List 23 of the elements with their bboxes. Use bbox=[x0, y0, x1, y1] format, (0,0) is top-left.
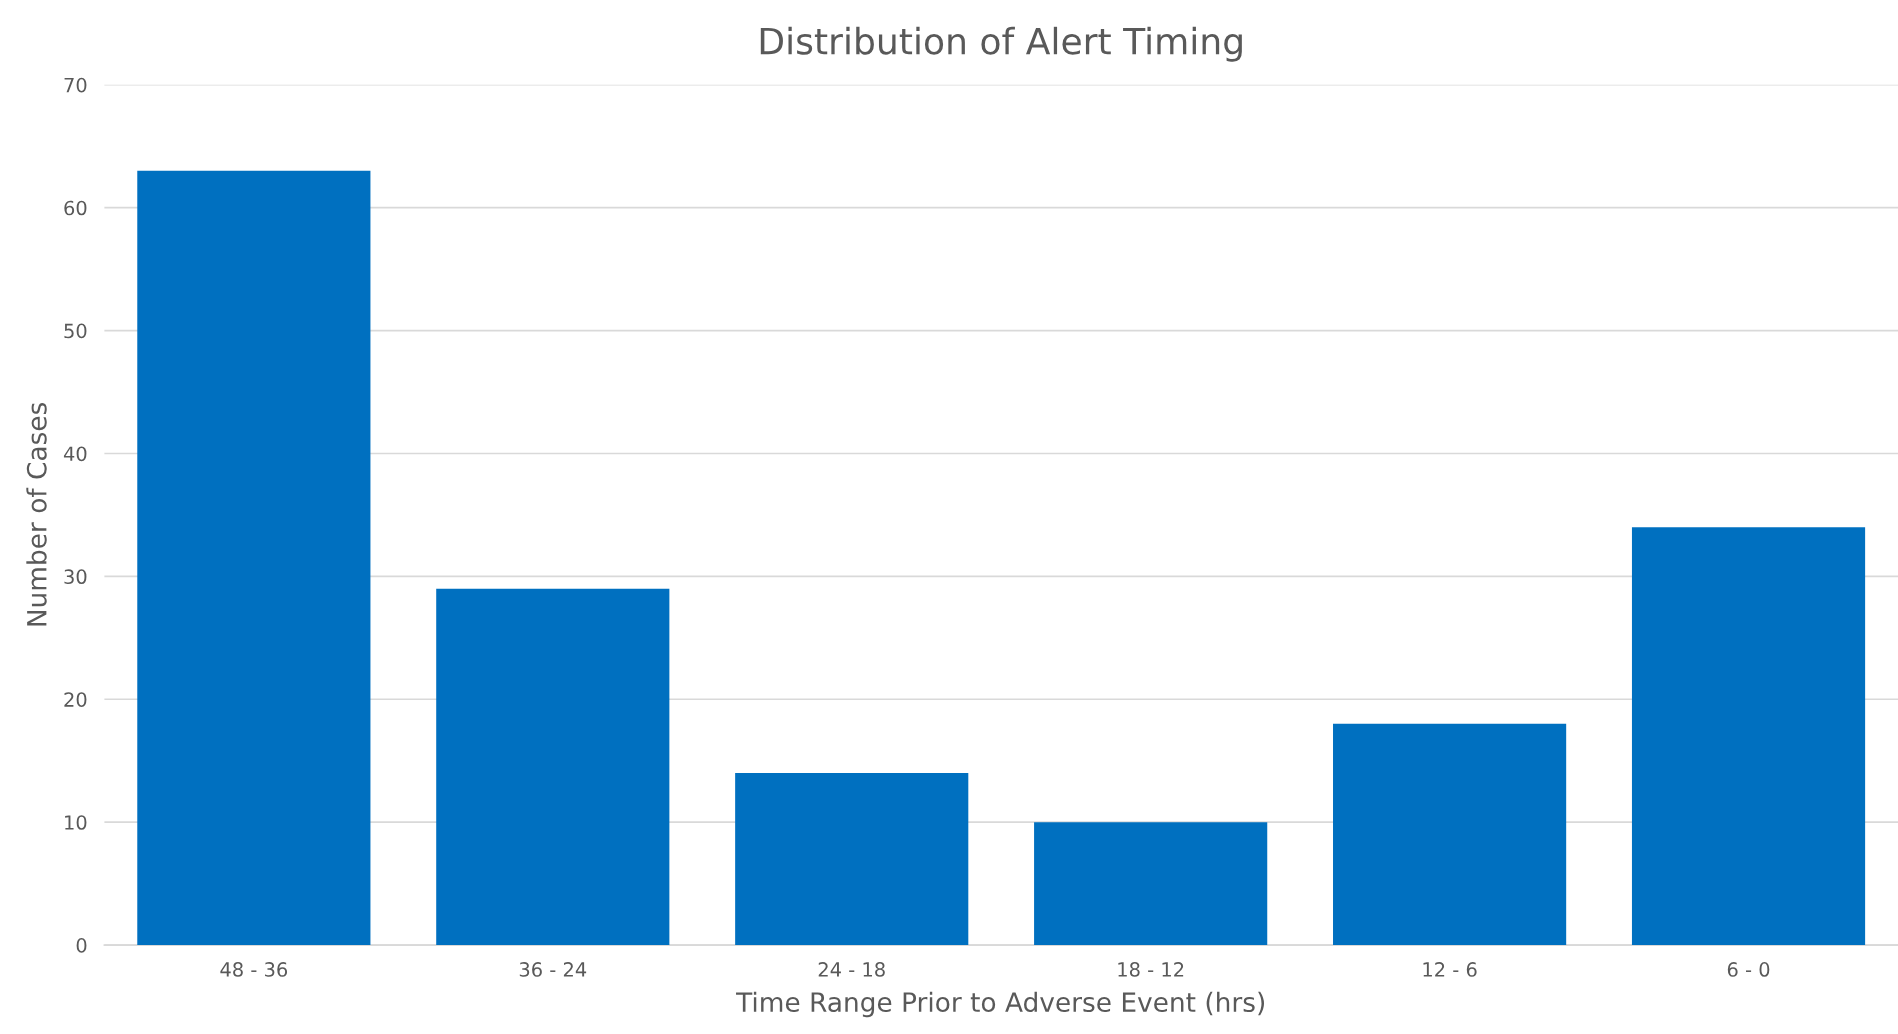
y-tick-label: 60 bbox=[64, 200, 87, 216]
bar bbox=[1631, 527, 1866, 946]
x-tick-label: 12 - 6 bbox=[1423, 962, 1477, 977]
y-tick-label: 70 bbox=[64, 77, 87, 93]
x-tick-label: 6 - 0 bbox=[1727, 962, 1770, 977]
y-tick-label: 50 bbox=[64, 323, 87, 339]
y-tick-label: 0 bbox=[76, 938, 87, 953]
bar bbox=[1034, 822, 1268, 946]
bar bbox=[436, 588, 670, 946]
y-tick-label: 10 bbox=[65, 815, 87, 830]
bar bbox=[735, 773, 969, 946]
y-axis-title: Number of Cases bbox=[26, 402, 47, 626]
x-axis-title: Time Range Prior to Adverse Event (hrs) bbox=[736, 991, 1265, 1018]
x-tick-label: 18 - 12 bbox=[1118, 962, 1184, 977]
x-tick-label: 48 - 36 bbox=[220, 962, 288, 977]
y-tick-label: 40 bbox=[63, 446, 87, 462]
x-tick-label: 36 - 24 bbox=[519, 962, 587, 977]
y-tick-label: 30 bbox=[64, 569, 87, 585]
bar bbox=[137, 170, 371, 946]
x-tick-label: 24 - 18 bbox=[818, 962, 885, 977]
bar bbox=[1333, 723, 1567, 946]
y-tick-label: 20 bbox=[64, 692, 87, 707]
chart-title: Distribution of Alert Timing bbox=[760, 26, 1242, 62]
